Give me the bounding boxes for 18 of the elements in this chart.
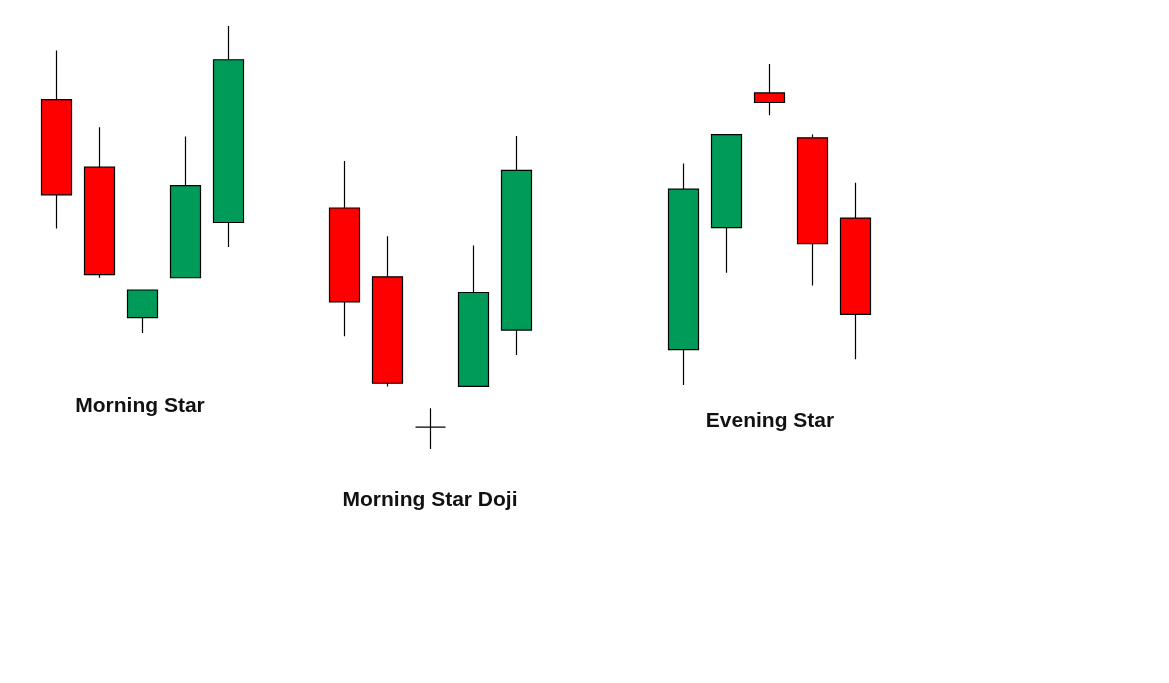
text: Evening Star	[705, 408, 835, 431]
candlestick	[83, 126, 116, 279]
candlestick	[796, 134, 829, 287]
candlestick	[753, 63, 786, 116]
text: Morning Star Doji	[342, 487, 518, 510]
candlestick	[40, 49, 73, 230]
candlestick	[414, 407, 447, 450]
candlestick	[328, 160, 361, 337]
candlestick	[169, 135, 202, 279]
candlestick	[667, 162, 700, 386]
candlestick	[457, 244, 490, 387]
candlestick	[371, 235, 404, 387]
candlestick	[126, 289, 159, 334]
text: Morning Star	[75, 393, 205, 416]
candlestick	[839, 182, 872, 360]
candlestick	[710, 134, 743, 274]
candlestick	[212, 25, 245, 248]
candlestick	[500, 135, 533, 356]
